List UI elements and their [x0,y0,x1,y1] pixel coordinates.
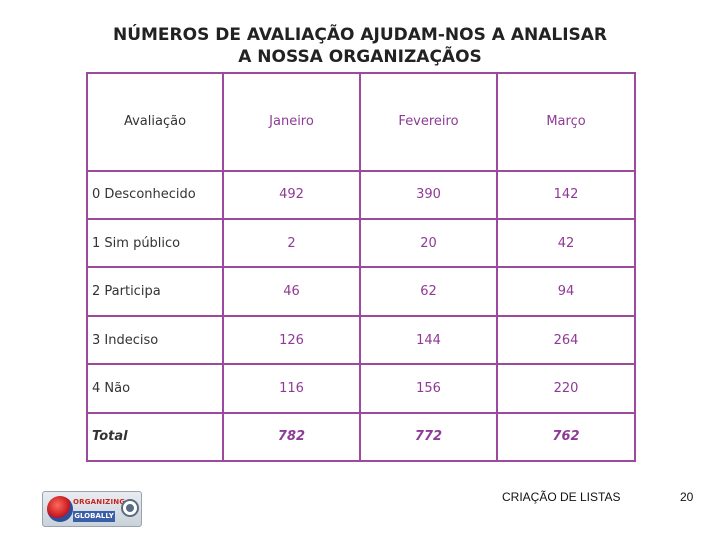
row-label: 2 Participa [86,266,224,317]
seal-icon [121,499,139,517]
total-cell: 782 [222,411,361,463]
page-number: 20 [680,490,694,504]
table-cell: 2 [222,218,361,269]
table-header-row: Avaliação Janeiro Fevereiro Março [86,72,636,172]
column-header-avaliacao: Avaliação [86,72,224,172]
table-cell: 264 [496,314,636,366]
logo-text-organizing: ORGANIZING [73,498,126,506]
table-cell: 390 [359,169,498,221]
row-label: 0 Desconhecido [86,169,224,221]
logo-text-globally: GLOBALLY [73,511,115,522]
table-total-row: Total 782 772 762 [86,411,636,463]
table-row: 3 Indeciso 126 144 264 [86,314,636,366]
table-row: 1 Sim público 2 20 42 [86,218,636,269]
column-header-marco: Março [496,72,636,172]
table-cell: 156 [359,363,498,414]
table-cell: 42 [496,218,636,269]
table-cell: 126 [222,314,361,366]
total-cell: 762 [496,411,636,463]
slide-title-line-2: A NOSSA ORGANIZAÇÃOS [238,47,482,67]
table-row: 2 Participa 46 62 94 [86,266,636,317]
table-cell: 220 [496,363,636,414]
table-row: 0 Desconhecido 492 390 142 [86,169,636,221]
organizing-globally-logo: ORGANIZING GLOBALLY [42,491,142,527]
column-header-janeiro: Janeiro [222,72,361,172]
row-label: 1 Sim público [86,218,224,269]
row-label: 4 Não [86,363,224,414]
total-cell: 772 [359,411,498,463]
rating-table: Avaliação Janeiro Fevereiro Março 0 Desc… [86,72,636,463]
total-label: Total [86,411,224,463]
slide-title: NÚMEROS DE AVALIAÇÃO AJUDAM-NOS A ANALIS… [60,24,660,68]
footer-section-title: CRIAÇÃO DE LISTAS [502,490,621,504]
table-row: 4 Não 116 156 220 [86,363,636,414]
table-cell: 142 [496,169,636,221]
column-header-fevereiro: Fevereiro [359,72,498,172]
globe-icon [47,496,73,522]
slide-title-line-1: NÚMEROS DE AVALIAÇÃO AJUDAM-NOS A ANALIS… [112,25,608,45]
table-cell: 116 [222,363,361,414]
table-cell: 492 [222,169,361,221]
table-cell: 46 [222,266,361,317]
table-cell: 20 [359,218,498,269]
row-label: 3 Indeciso [86,314,224,366]
table-cell: 94 [496,266,636,317]
table-cell: 144 [359,314,498,366]
table-cell: 62 [359,266,498,317]
